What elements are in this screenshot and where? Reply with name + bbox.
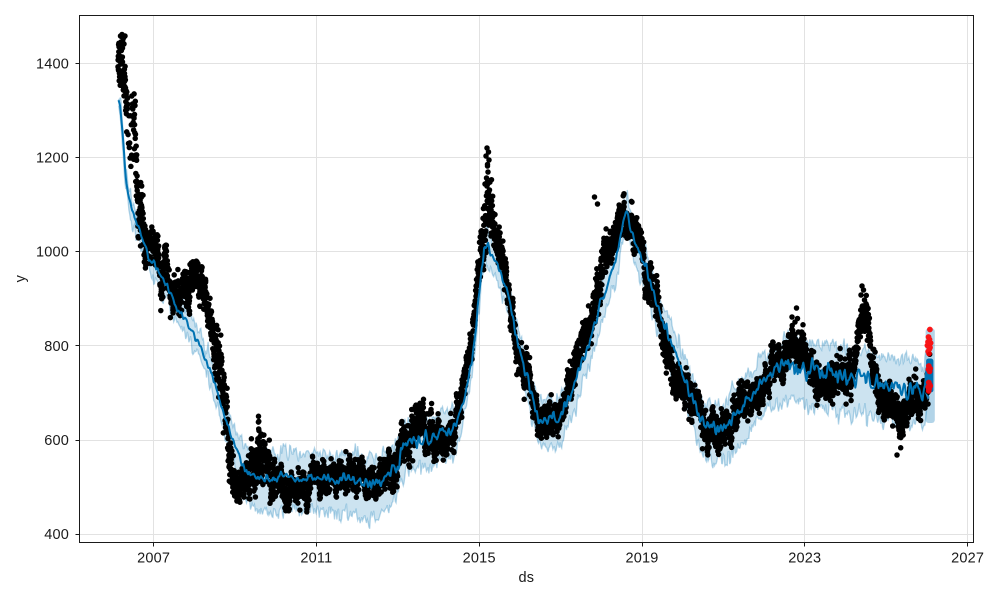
svg-text:1000: 1000 (36, 245, 69, 261)
svg-text:1200: 1200 (36, 150, 69, 166)
svg-text:600: 600 (44, 433, 69, 449)
svg-text:1400: 1400 (36, 56, 69, 72)
svg-text:2007: 2007 (137, 551, 170, 567)
svg-text:2023: 2023 (788, 551, 821, 567)
svg-text:y: y (13, 274, 29, 282)
svg-text:ds: ds (519, 570, 535, 586)
svg-text:2011: 2011 (300, 551, 332, 567)
svg-text:800: 800 (44, 339, 69, 355)
svg-text:2027: 2027 (951, 551, 984, 567)
svg-text:400: 400 (44, 527, 69, 543)
svg-text:2019: 2019 (625, 551, 658, 567)
svg-text:2015: 2015 (463, 551, 496, 567)
